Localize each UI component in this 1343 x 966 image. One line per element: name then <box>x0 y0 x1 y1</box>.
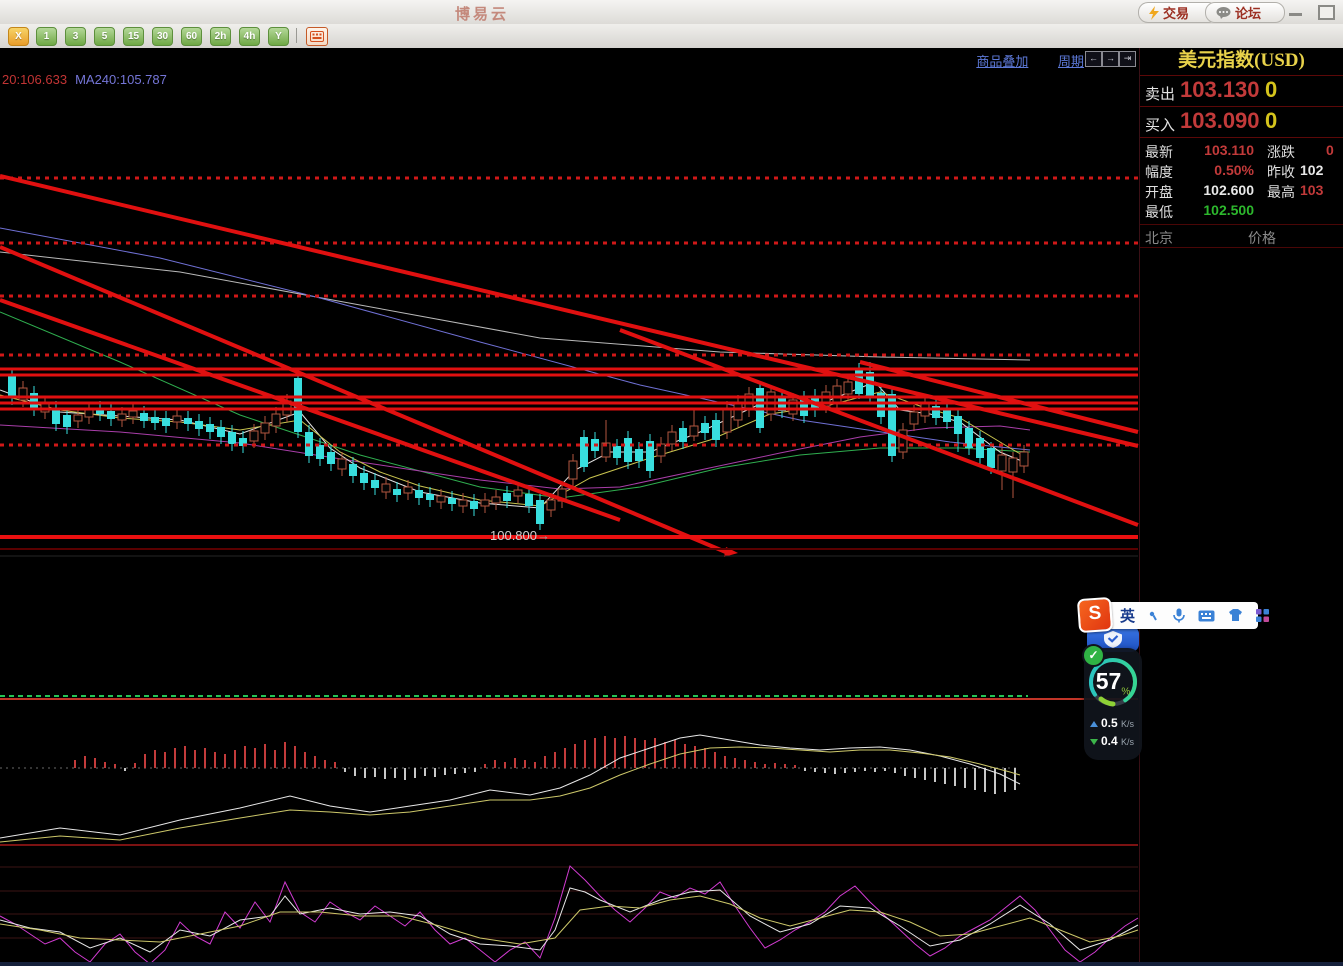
ma-values-label: 20:106.633 MA240:105.787 <box>2 72 167 87</box>
download-arrow-icon <box>1090 739 1098 745</box>
stat-range-value: 0.50% <box>1214 162 1254 178</box>
sell-price: 103.130 <box>1180 77 1260 102</box>
chart-area[interactable]: 商品叠加 周期 ← → ⇥ 20:106.633 MA240:105.787 10… <box>0 48 1140 966</box>
minimize-icon[interactable] <box>1289 5 1302 16</box>
title-bar: 博易云 交易 论坛 <box>0 0 1343 25</box>
speed-ball-widget[interactable]: ✓ 57% 0.5 K/s 0.4 K/s <box>1082 626 1142 760</box>
stat-range-label: 幅度 <box>1145 166 1173 181</box>
period-button-4h[interactable]: 4h <box>239 27 260 46</box>
stat-last-value: 103.110 <box>1204 142 1254 158</box>
stat-open-value: 102.600 <box>1203 182 1254 198</box>
download-speed-unit: K/s <box>1121 737 1135 747</box>
keyboard-icon <box>310 31 324 42</box>
chart-header-links: 商品叠加 周期 <box>950 51 1084 70</box>
sogou-logo-icon[interactable]: S <box>1076 596 1114 634</box>
arrow-icon: → <box>537 528 550 543</box>
period-button-30min[interactable]: 30 <box>152 27 173 46</box>
window-title: 博易云 <box>455 7 510 23</box>
overlay-link[interactable]: 商品叠加 <box>976 54 1029 69</box>
upload-speed-value: 0.5 <box>1101 716 1118 730</box>
usage-gauge: 57% <box>1087 656 1139 708</box>
microphone-icon[interactable] <box>1173 608 1185 623</box>
buy-label: 买入 <box>1145 118 1176 134</box>
stat-change-value: 0 <box>1326 142 1334 158</box>
download-speed-row: 0.4 K/s <box>1090 734 1142 750</box>
speech-bubble-icon <box>1216 6 1231 19</box>
stat-change-label: 涨跌 <box>1267 146 1295 161</box>
price-annotation: 100.800→ <box>490 528 550 543</box>
instrument-name: 美元指数(USD) <box>1140 48 1343 76</box>
buy-qty: 0 <box>1265 108 1278 133</box>
sell-quote-row[interactable]: 卖出 103.130 0 <box>1140 76 1343 107</box>
nav-right-button[interactable]: → <box>1102 51 1119 67</box>
nav-left-button[interactable]: ← <box>1085 51 1102 67</box>
stat-last-label: 最新 <box>1145 146 1173 161</box>
download-speed-value: 0.4 <box>1101 734 1118 748</box>
quote-panel: 美元指数(USD) 卖出 103.130 0 买入 103.090 0 最新 1… <box>1140 48 1343 966</box>
buy-quote-row[interactable]: 买入 103.090 0 <box>1140 107 1343 138</box>
period-button-2h[interactable]: 2h <box>210 27 231 46</box>
stat-low-value: 102.500 <box>1203 202 1254 218</box>
price-column-label: 价格 <box>1248 232 1276 247</box>
lightning-icon <box>1149 5 1159 20</box>
period-link[interactable]: 周期 <box>1057 54 1084 69</box>
percent-value: 57 <box>1095 668 1122 694</box>
price-annotation-value: 100.800 <box>490 528 537 543</box>
nav-page-button[interactable]: ⇥ <box>1119 51 1136 67</box>
upload-speed-unit: K/s <box>1121 719 1135 729</box>
sell-qty: 0 <box>1265 77 1278 102</box>
shield-icon <box>1104 630 1122 648</box>
bottom-border-strip <box>0 962 1343 966</box>
stat-prevclose-label: 昨收 <box>1267 166 1295 181</box>
period-button-tick[interactable]: X <box>8 27 29 46</box>
upload-speed-row: 0.5 K/s <box>1090 716 1142 732</box>
language-mode-button[interactable]: 英 <box>1120 609 1136 625</box>
period-button-1min[interactable]: 1 <box>36 27 57 46</box>
skin-icon[interactable] <box>1228 609 1243 622</box>
punctuation-icon[interactable] <box>1148 610 1160 622</box>
exchange-label: 北京 <box>1145 232 1173 247</box>
percent-unit: % <box>1121 686 1131 698</box>
buy-price: 103.090 <box>1180 108 1260 133</box>
period-button-year[interactable]: Y <box>268 27 289 46</box>
stat-high-label: 最高 <box>1267 186 1295 201</box>
stat-prevclose-value: 102 <box>1300 162 1324 178</box>
check-badge-icon: ✓ <box>1082 644 1105 667</box>
toolbar-separator <box>296 28 297 43</box>
maximize-icon[interactable] <box>1318 5 1335 20</box>
ma240-value: MA240:105.787 <box>75 72 167 87</box>
period-button-15min[interactable]: 15 <box>123 27 144 46</box>
toolbox-icon[interactable] <box>1256 609 1270 622</box>
quote-footer: 北京 价格 <box>1140 224 1343 248</box>
stat-high-value: 103 <box>1300 182 1324 198</box>
stat-low-label: 最低 <box>1145 206 1173 221</box>
quote-stats: 最新 103.110 涨跌 0 幅度 0.50% 昨收 102 开盘 102.6… <box>1140 140 1343 224</box>
forum-button-label: 论坛 <box>1235 6 1262 21</box>
period-button-3min[interactable]: 3 <box>65 27 86 46</box>
period-button-60min[interactable]: 60 <box>181 27 202 46</box>
trade-button[interactable]: 交易 <box>1138 2 1218 23</box>
trade-button-label: 交易 <box>1163 6 1190 21</box>
upload-arrow-icon <box>1090 721 1098 727</box>
chart-canvas[interactable] <box>0 0 1139 966</box>
keyboard-panel-button[interactable] <box>306 27 328 46</box>
soft-keyboard-icon[interactable] <box>1198 610 1215 622</box>
ma120-value: 20:106.633 <box>2 72 68 87</box>
forum-button[interactable]: 论坛 <box>1205 2 1285 23</box>
period-button-5min[interactable]: 5 <box>94 27 115 46</box>
ime-toolbar[interactable]: S 英 <box>1076 596 1270 634</box>
period-toolbar: X 1 3 5 15 30 60 2h 4h Y <box>0 24 1343 49</box>
stat-open-label: 开盘 <box>1145 186 1173 201</box>
usage-percent: 57% <box>1087 668 1139 698</box>
sell-label: 卖出 <box>1145 87 1176 103</box>
